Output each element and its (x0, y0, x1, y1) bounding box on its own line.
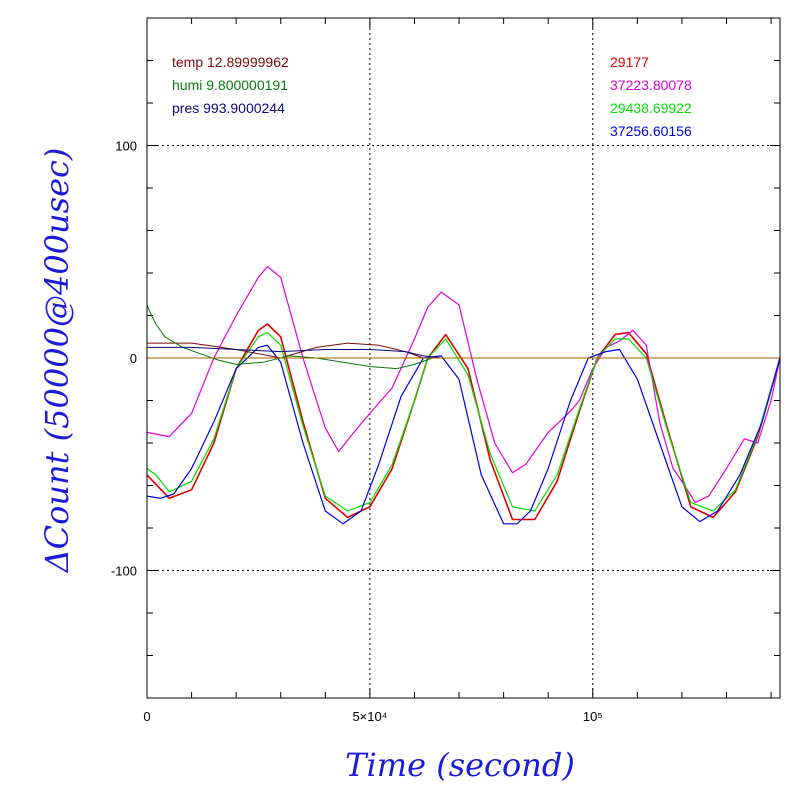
series-line-7 (147, 346, 442, 359)
legend-entry-right: 29177 (610, 54, 649, 70)
x-tick-label: 5×10⁴ (352, 709, 387, 724)
x-axis-title: Time (second) (345, 746, 575, 784)
legend-entry-right: 29438.69922 (610, 100, 692, 116)
y-tick-label: 100 (115, 139, 137, 154)
series-line-1 (146, 323, 781, 521)
y-axis-title: ΔCount (50000@400usec) (38, 148, 76, 575)
y-tick-label: -100 (111, 564, 137, 579)
legend-entry-left: pres 993.9000244 (172, 100, 285, 116)
series-line-6 (146, 304, 442, 370)
series-line-2 (146, 266, 781, 504)
legend-entry-left: humi 9.800000191 (172, 77, 288, 93)
series-line-4 (146, 344, 781, 525)
legend-entry-right: 37223.80078 (610, 77, 692, 93)
x-tick-label: 10⁵ (583, 709, 603, 724)
y-tick-label: 0 (130, 351, 137, 366)
x-tick-label: 0 (143, 709, 150, 724)
series-line-5 (147, 342, 442, 359)
legend-entry-right: 37256.60156 (610, 123, 692, 139)
plot-area (146, 17, 781, 699)
legend-entry-left: temp 12.89999962 (172, 54, 289, 70)
